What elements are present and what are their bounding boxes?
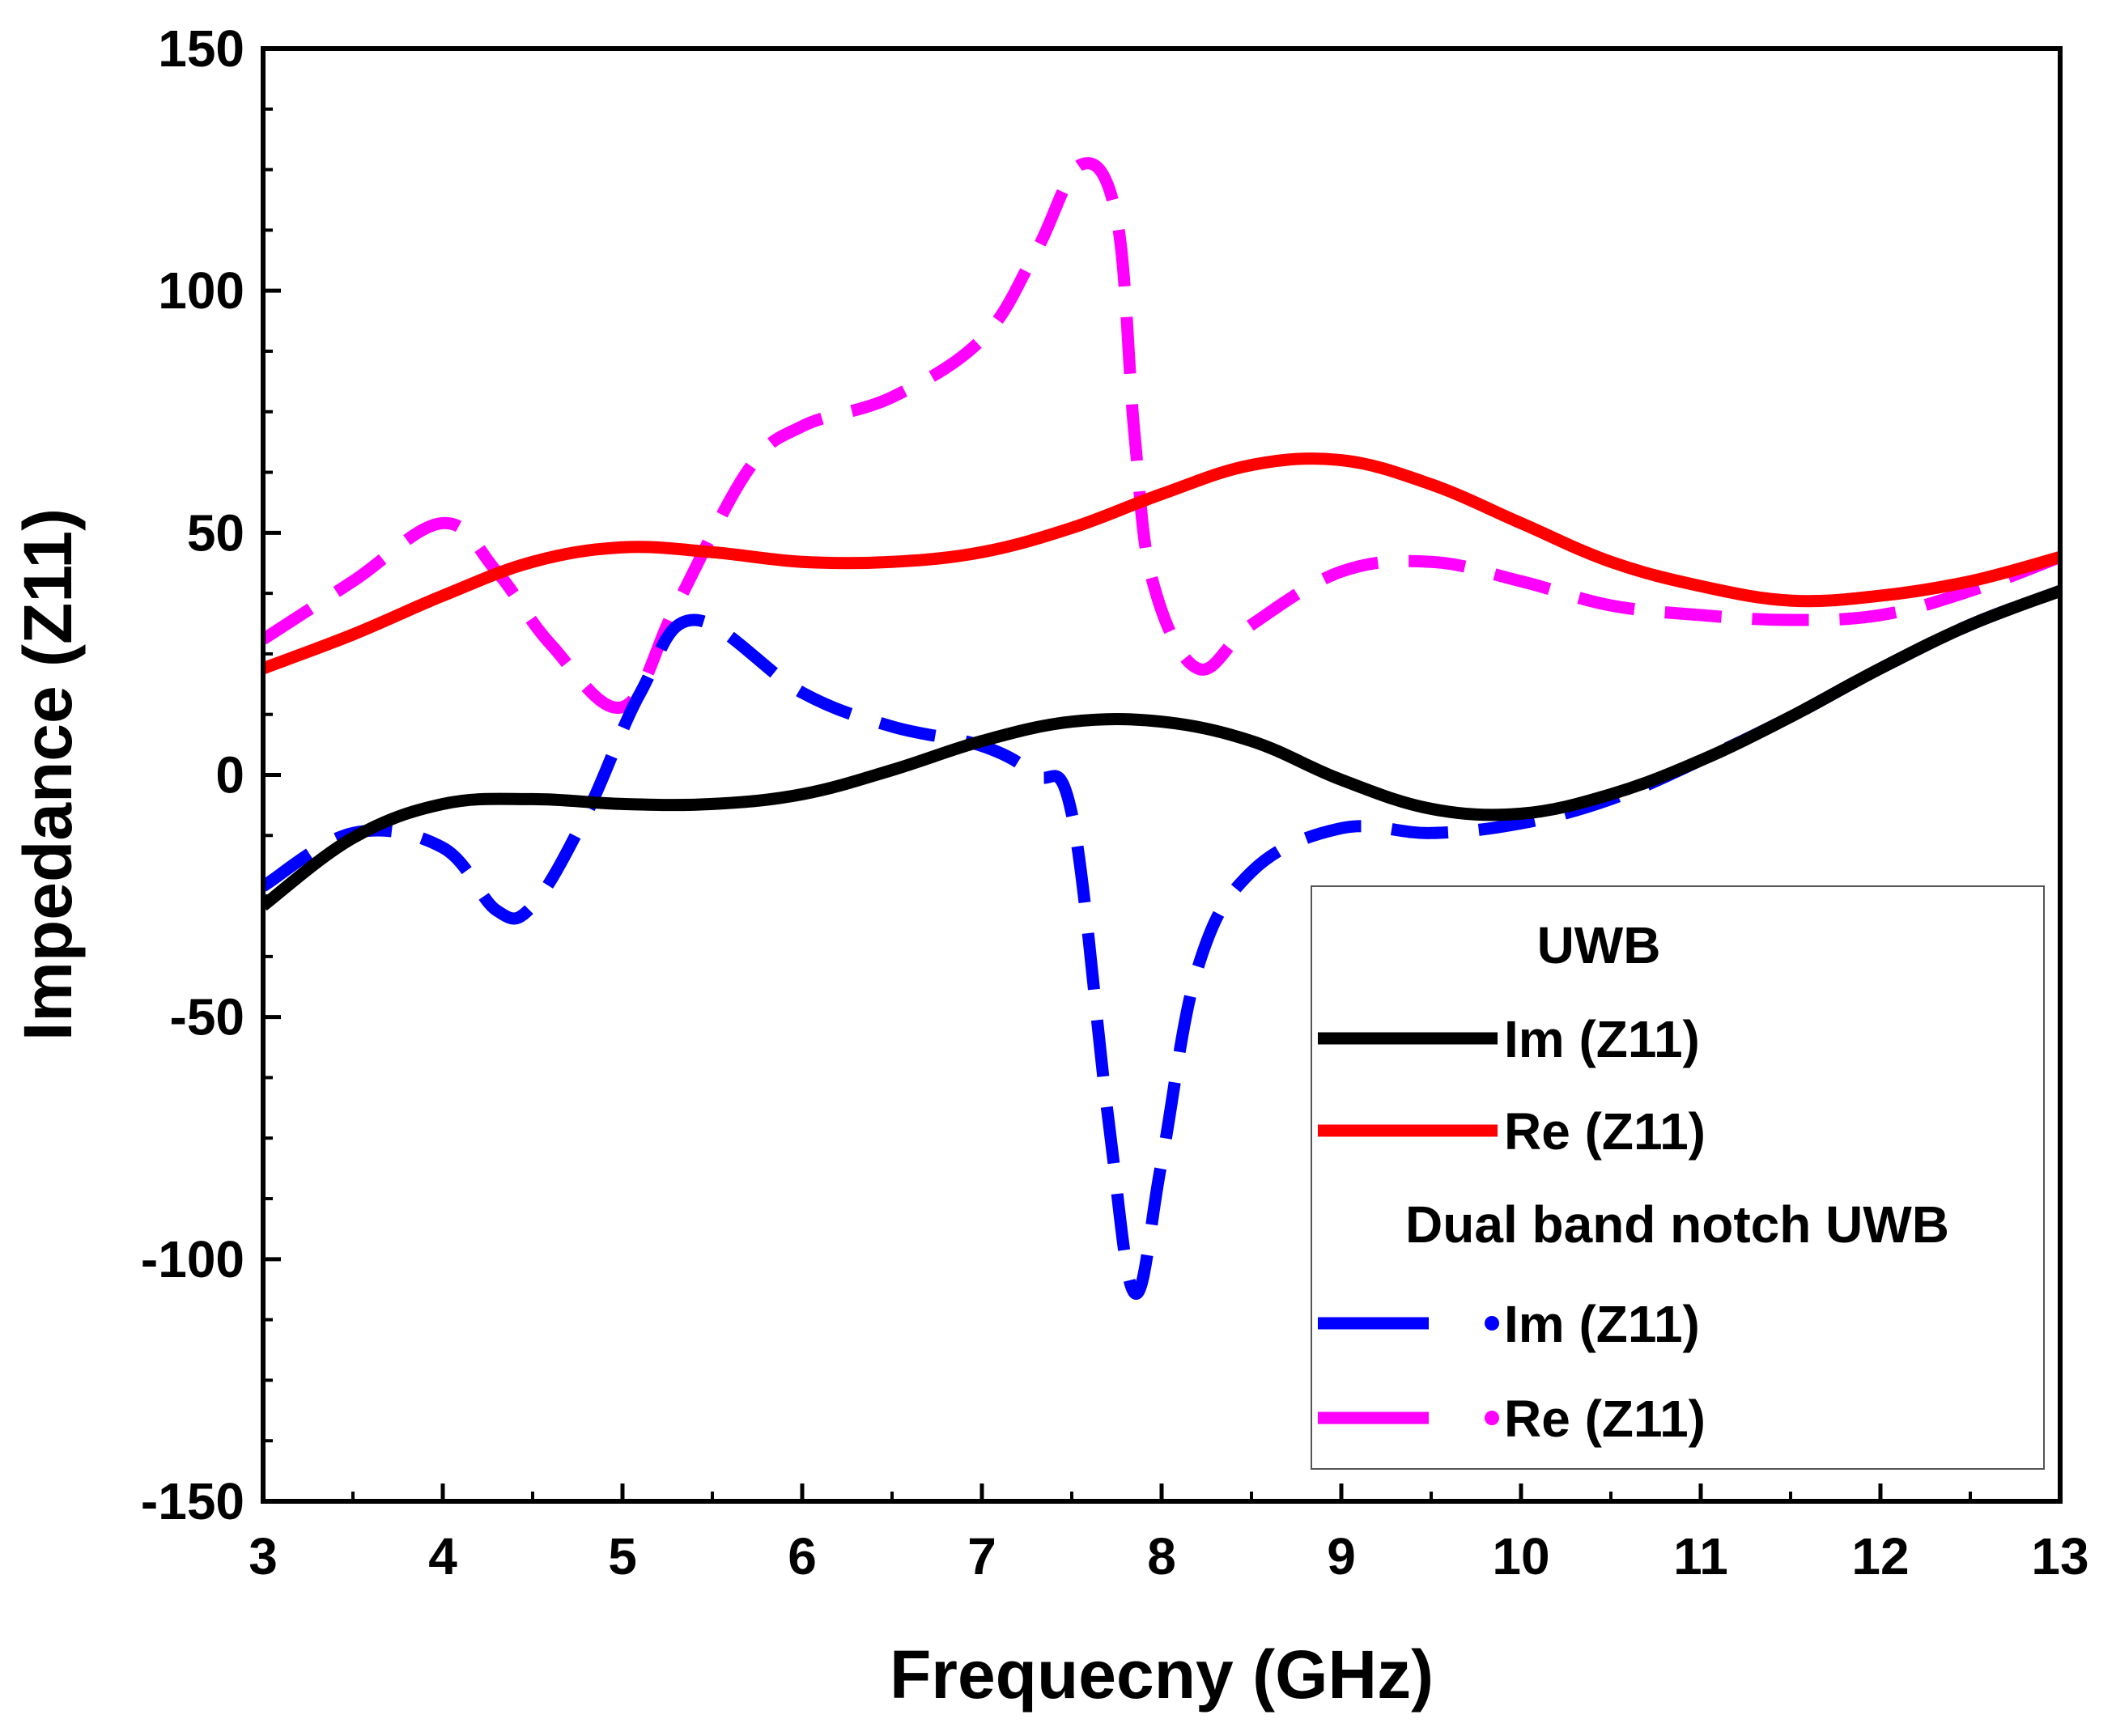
legend-box xyxy=(1311,885,2045,1470)
legend-swatch-notch-im-dot xyxy=(1485,1316,1499,1331)
ticks-layer xyxy=(261,46,2063,1504)
series-line-uwb-im xyxy=(263,585,2060,911)
legend-group-title-uwb: UWB xyxy=(1537,916,1661,974)
legend-group-title-dual-band: Dual band notch UWB xyxy=(1405,1195,1949,1254)
x-tick-label: 11 xyxy=(1673,1527,1728,1585)
x-tick-label: 7 xyxy=(967,1527,996,1585)
tick-labels-layer: 3 4 5 6 7 8 9 10 11 12 13 -150 -100 -50 0 50 100 150 xyxy=(141,19,2089,1585)
series-line-uwb-re xyxy=(263,452,2060,674)
legend-label-uwb-im: Im (Z11) xyxy=(1504,1010,1700,1068)
series-line-notch-re xyxy=(263,157,2060,715)
x-tick-label: 13 xyxy=(2031,1527,2088,1585)
y-tick-label: -150 xyxy=(141,1472,244,1530)
x-tick-label: 3 xyxy=(249,1527,278,1585)
x-tick-label: 5 xyxy=(608,1527,637,1585)
y-tick-label: -100 xyxy=(141,1230,244,1288)
y-tick-label: 150 xyxy=(158,19,244,78)
x-tick-label: 12 xyxy=(1851,1527,1909,1585)
series-layer xyxy=(263,157,2060,1300)
x-tick-label: 10 xyxy=(1492,1527,1549,1585)
legend-label-uwb-re: Re (Z11) xyxy=(1504,1102,1706,1161)
y-tick-label: -50 xyxy=(170,988,245,1046)
y-axis-title: Impedance (Z11) xyxy=(10,508,86,1041)
y-tick-label: 50 xyxy=(187,503,244,562)
x-axis-title: Frequecny (GHz) xyxy=(890,1636,1434,1713)
legend-label-notch-re: Re (Z11) xyxy=(1504,1390,1706,1448)
legend: UWB Im (Z11) Re (Z11) Dual band notch UW… xyxy=(1311,885,2045,1470)
x-tick-label: 9 xyxy=(1327,1527,1356,1585)
y-tick-label: 100 xyxy=(158,261,244,320)
legend-swatch-notch-re-dot xyxy=(1485,1411,1499,1425)
x-tick-label: 8 xyxy=(1147,1527,1176,1585)
x-tick-label: 6 xyxy=(788,1527,817,1585)
x-tick-label: 4 xyxy=(428,1527,457,1585)
legend-label-notch-im: Im (Z11) xyxy=(1504,1295,1700,1353)
y-tick-label: 0 xyxy=(215,746,244,804)
